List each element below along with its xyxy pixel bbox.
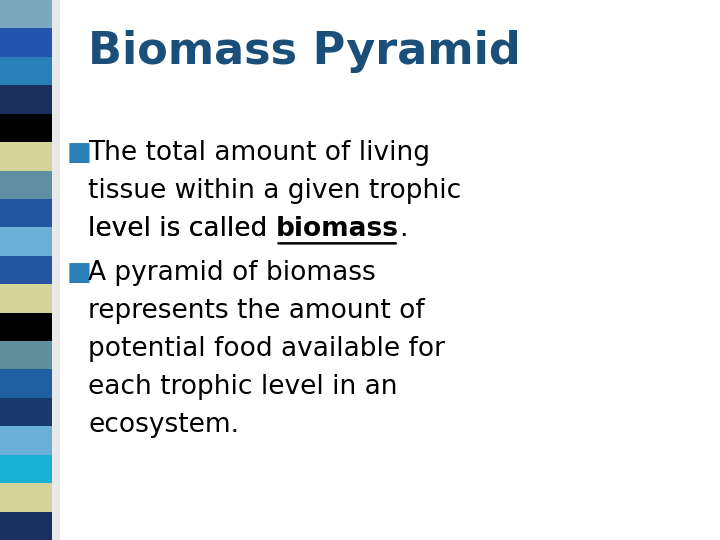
Text: represents the amount of: represents the amount of — [88, 298, 425, 324]
Bar — [0, 483, 52, 511]
Bar — [0, 227, 52, 256]
Bar — [0, 398, 52, 426]
Bar — [0, 114, 52, 142]
Bar — [0, 313, 52, 341]
Text: ■: ■ — [67, 260, 92, 286]
Bar — [0, 85, 52, 114]
Text: .: . — [399, 216, 407, 242]
Bar — [52, 0, 60, 540]
Text: tissue within a given trophic: tissue within a given trophic — [88, 178, 462, 204]
Bar — [0, 256, 52, 284]
Text: potential food available for: potential food available for — [88, 336, 445, 362]
Bar — [0, 455, 52, 483]
Bar — [0, 0, 52, 29]
Bar — [0, 426, 52, 455]
Bar — [0, 284, 52, 313]
Text: level is called: level is called — [88, 216, 276, 242]
Bar — [0, 199, 52, 227]
Bar — [0, 511, 52, 540]
Text: ■: ■ — [67, 140, 92, 166]
Bar — [0, 29, 52, 57]
Text: each trophic level in an: each trophic level in an — [88, 374, 397, 400]
Bar — [0, 171, 52, 199]
Bar — [0, 341, 52, 369]
Text: A pyramid of biomass: A pyramid of biomass — [88, 260, 376, 286]
Bar — [0, 369, 52, 398]
Text: Biomass Pyramid: Biomass Pyramid — [88, 30, 521, 73]
Text: biomass: biomass — [276, 216, 399, 242]
Bar — [0, 142, 52, 171]
Bar — [0, 57, 52, 85]
Text: level is called: level is called — [88, 216, 276, 242]
Text: ecosystem.: ecosystem. — [88, 412, 239, 438]
Text: The total amount of living: The total amount of living — [88, 140, 430, 166]
